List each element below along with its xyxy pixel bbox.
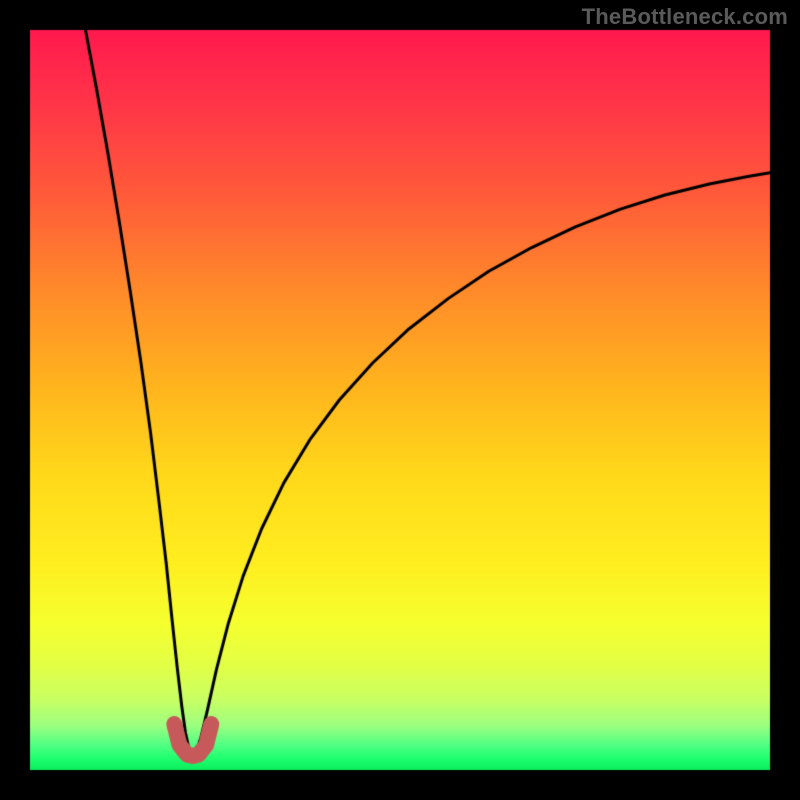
bottleneck-chart-canvas: [0, 0, 800, 800]
chart-stage: TheBottleneck.com: [0, 0, 800, 800]
watermark-text: TheBottleneck.com: [582, 4, 788, 30]
